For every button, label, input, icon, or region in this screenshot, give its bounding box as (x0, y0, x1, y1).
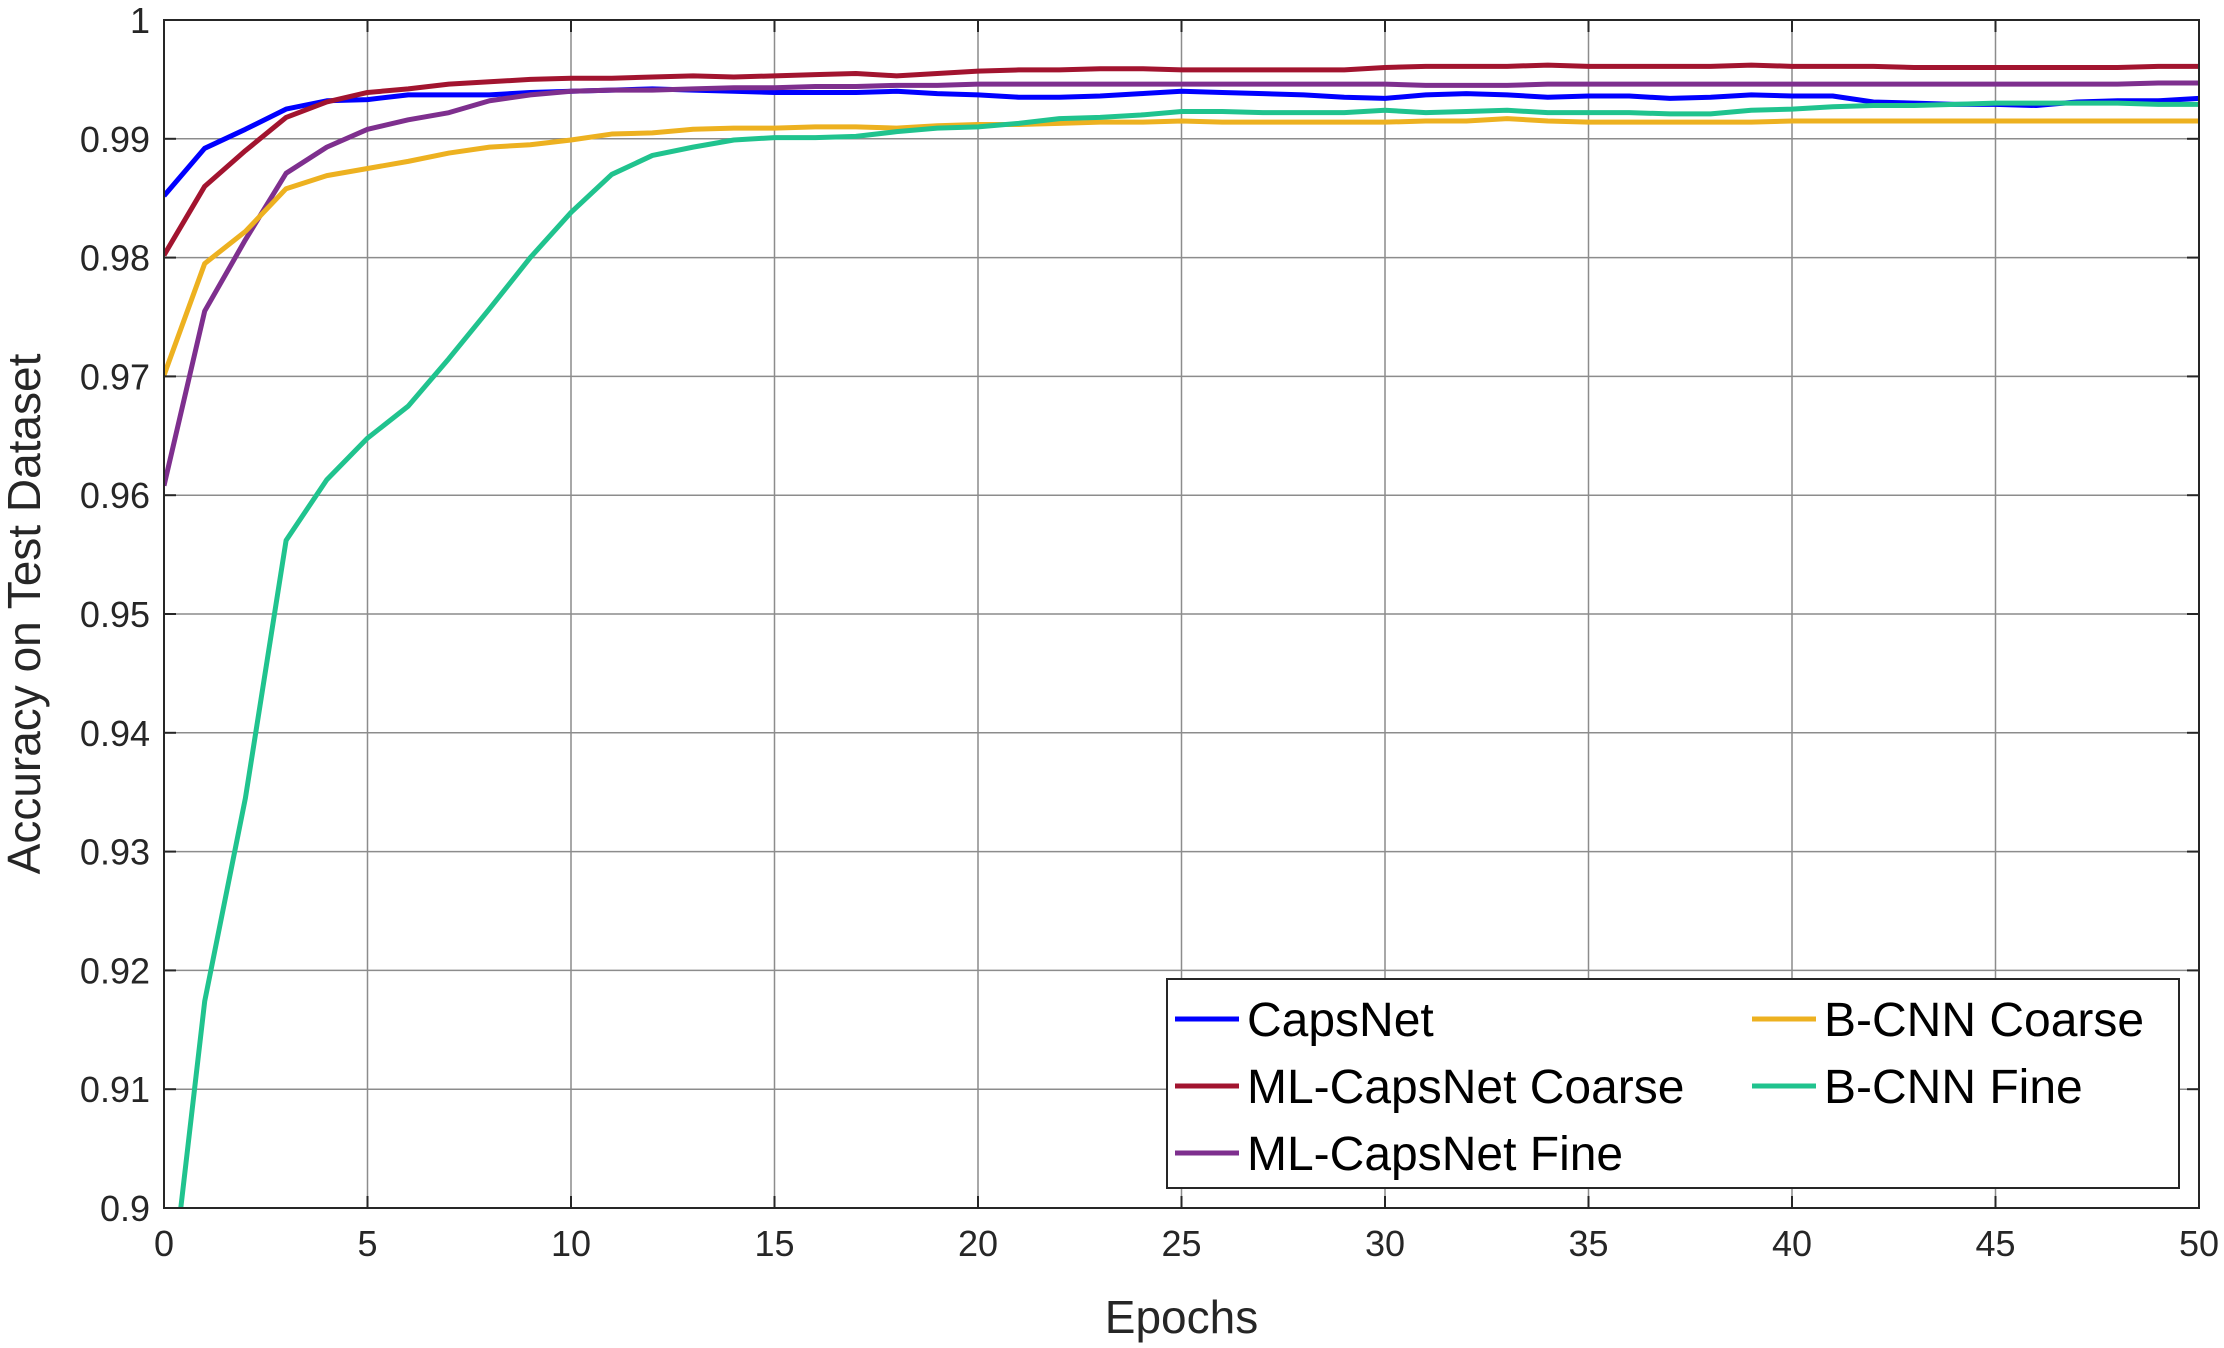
legend-item: CapsNet (1175, 994, 1434, 1047)
legend: CapsNet ML-CapsNet Coarse ML-CapsNet Fine B… (1166, 978, 2180, 1189)
y-tick-label: 0.91 (80, 1069, 150, 1110)
series-line-capsnet (164, 86, 2199, 198)
legend-item: ML-CapsNet Coarse (1175, 1061, 1684, 1114)
y-tick-label: 0.96 (80, 475, 150, 516)
y-tick-label: 0.93 (80, 832, 150, 873)
y-tick-label: 0.98 (80, 238, 150, 279)
series-line-ml-capsnet-coarse (164, 62, 2199, 257)
legend-label: B-CNN Fine (1824, 1061, 2083, 1114)
y-tick-label: 0.92 (80, 950, 150, 991)
legend-label: ML-CapsNet Fine (1247, 1128, 1623, 1181)
series-line-ml-capsnet-fine (164, 80, 2199, 487)
legend-item: B-CNN Fine (1752, 1061, 2083, 1114)
x-tick-label: 35 (1568, 1223, 1608, 1264)
legend-box (1166, 978, 2180, 1189)
x-tick-label: 50 (2179, 1223, 2219, 1264)
legend-label: CapsNet (1247, 994, 1434, 1047)
x-tick-label: 40 (1772, 1223, 1812, 1264)
x-tick-label: 45 (1975, 1223, 2015, 1264)
legend-item: B-CNN Coarse (1752, 994, 2144, 1047)
x-tick-label: 15 (754, 1223, 794, 1264)
y-tick-label: 0.94 (80, 713, 150, 754)
series-lines (164, 62, 2199, 1208)
x-tick-label: 20 (958, 1223, 998, 1264)
y-tick-label: 0.95 (80, 594, 150, 635)
x-tick-label: 25 (1161, 1223, 1201, 1264)
legend-label: ML-CapsNet Coarse (1247, 1061, 1684, 1114)
legend-item: ML-CapsNet Fine (1175, 1128, 1623, 1181)
x-tick-label: 30 (1365, 1223, 1405, 1264)
x-axis-label: Epochs (1105, 1291, 1258, 1343)
x-tick-label: 0 (154, 1223, 174, 1264)
y-tick-label: 1 (130, 0, 150, 41)
x-tick-label: 5 (357, 1223, 377, 1264)
y-tick-label: 0.9 (100, 1188, 150, 1229)
series-line-b-cnn-fine (178, 100, 2199, 1208)
y-tick-label: 0.97 (80, 356, 150, 397)
y-axis: 0.9 0.91 0.92 0.93 0.94 0.95 0.96 0.97 0.98 0.99 1 (80, 0, 2199, 1229)
legend-label: B-CNN Coarse (1824, 994, 2144, 1047)
y-tick-label: 0.99 (80, 119, 150, 160)
x-axis: 0 5 10 15 20 25 30 35 40 45 50 (154, 20, 2219, 1264)
x-tick-label: 10 (551, 1223, 591, 1264)
y-axis-label: Accuracy on Test Dataset (0, 353, 50, 874)
series-line-b-cnn-coarse (164, 116, 2199, 377)
